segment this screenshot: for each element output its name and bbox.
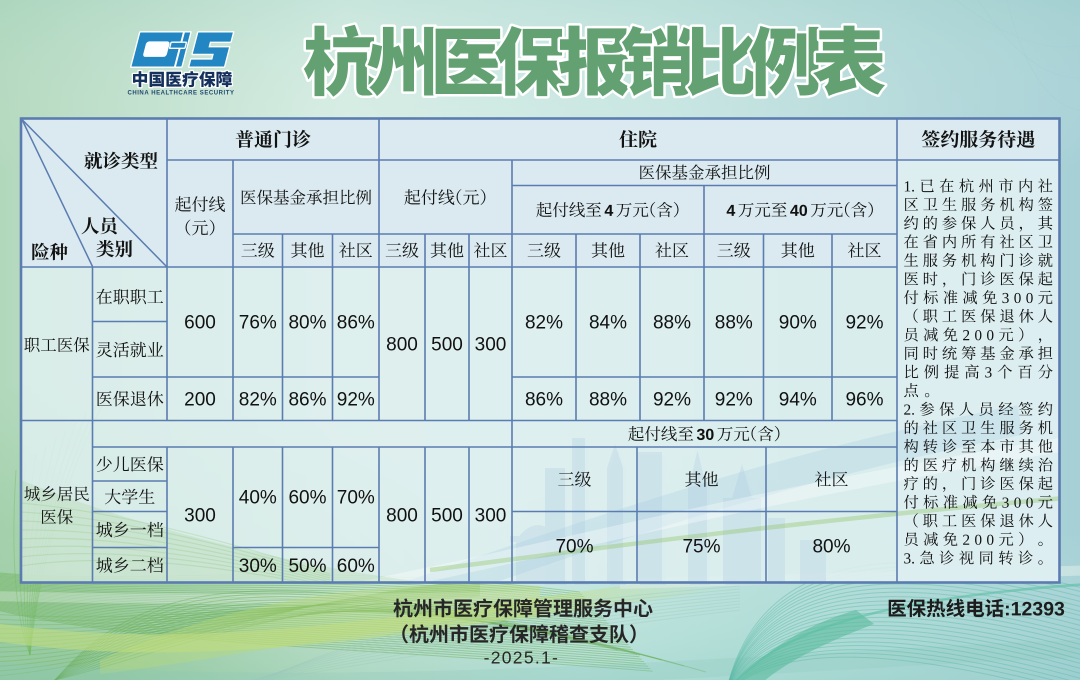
svg-text:90%: 90% — [779, 313, 817, 334]
svg-text:800: 800 — [386, 335, 418, 356]
svg-text:600: 600 — [184, 313, 216, 334]
svg-text:92%: 92% — [845, 313, 883, 334]
svg-text:76%: 76% — [239, 313, 277, 334]
svg-text:500: 500 — [431, 506, 463, 527]
svg-text:75%: 75% — [682, 537, 720, 558]
svg-text:40%: 40% — [239, 488, 277, 509]
svg-text:-2025.1-: -2025.1- — [484, 648, 560, 668]
svg-text:60%: 60% — [337, 556, 375, 577]
svg-text:82%: 82% — [525, 313, 563, 334]
svg-text:70%: 70% — [555, 537, 593, 558]
svg-text:82%: 82% — [239, 390, 277, 411]
svg-text:92%: 92% — [653, 390, 691, 411]
svg-text:300: 300 — [475, 506, 507, 527]
svg-text:88%: 88% — [589, 390, 627, 411]
svg-text:88%: 88% — [715, 313, 753, 334]
svg-text:800: 800 — [386, 506, 418, 527]
svg-text:92%: 92% — [337, 390, 375, 411]
svg-text:86%: 86% — [337, 313, 375, 334]
svg-text:84%: 84% — [589, 313, 627, 334]
svg-text:96%: 96% — [845, 390, 883, 411]
svg-text:92%: 92% — [715, 390, 753, 411]
svg-text:200: 200 — [184, 390, 216, 411]
svg-text:80%: 80% — [812, 537, 850, 558]
svg-text:30%: 30% — [239, 556, 277, 577]
svg-text:300: 300 — [184, 506, 216, 527]
svg-text:88%: 88% — [653, 313, 691, 334]
svg-text:50%: 50% — [288, 556, 326, 577]
svg-text:94%: 94% — [779, 390, 817, 411]
svg-text:86%: 86% — [288, 390, 326, 411]
svg-text:500: 500 — [431, 335, 463, 356]
svg-text:70%: 70% — [337, 488, 375, 509]
svg-text:300: 300 — [475, 335, 507, 356]
svg-text:80%: 80% — [288, 313, 326, 334]
svg-text:86%: 86% — [525, 390, 563, 411]
svg-text:CHINA HEALTHCARE SECURITY: CHINA HEALTHCARE SECURITY — [127, 90, 234, 96]
svg-text:60%: 60% — [288, 488, 326, 509]
